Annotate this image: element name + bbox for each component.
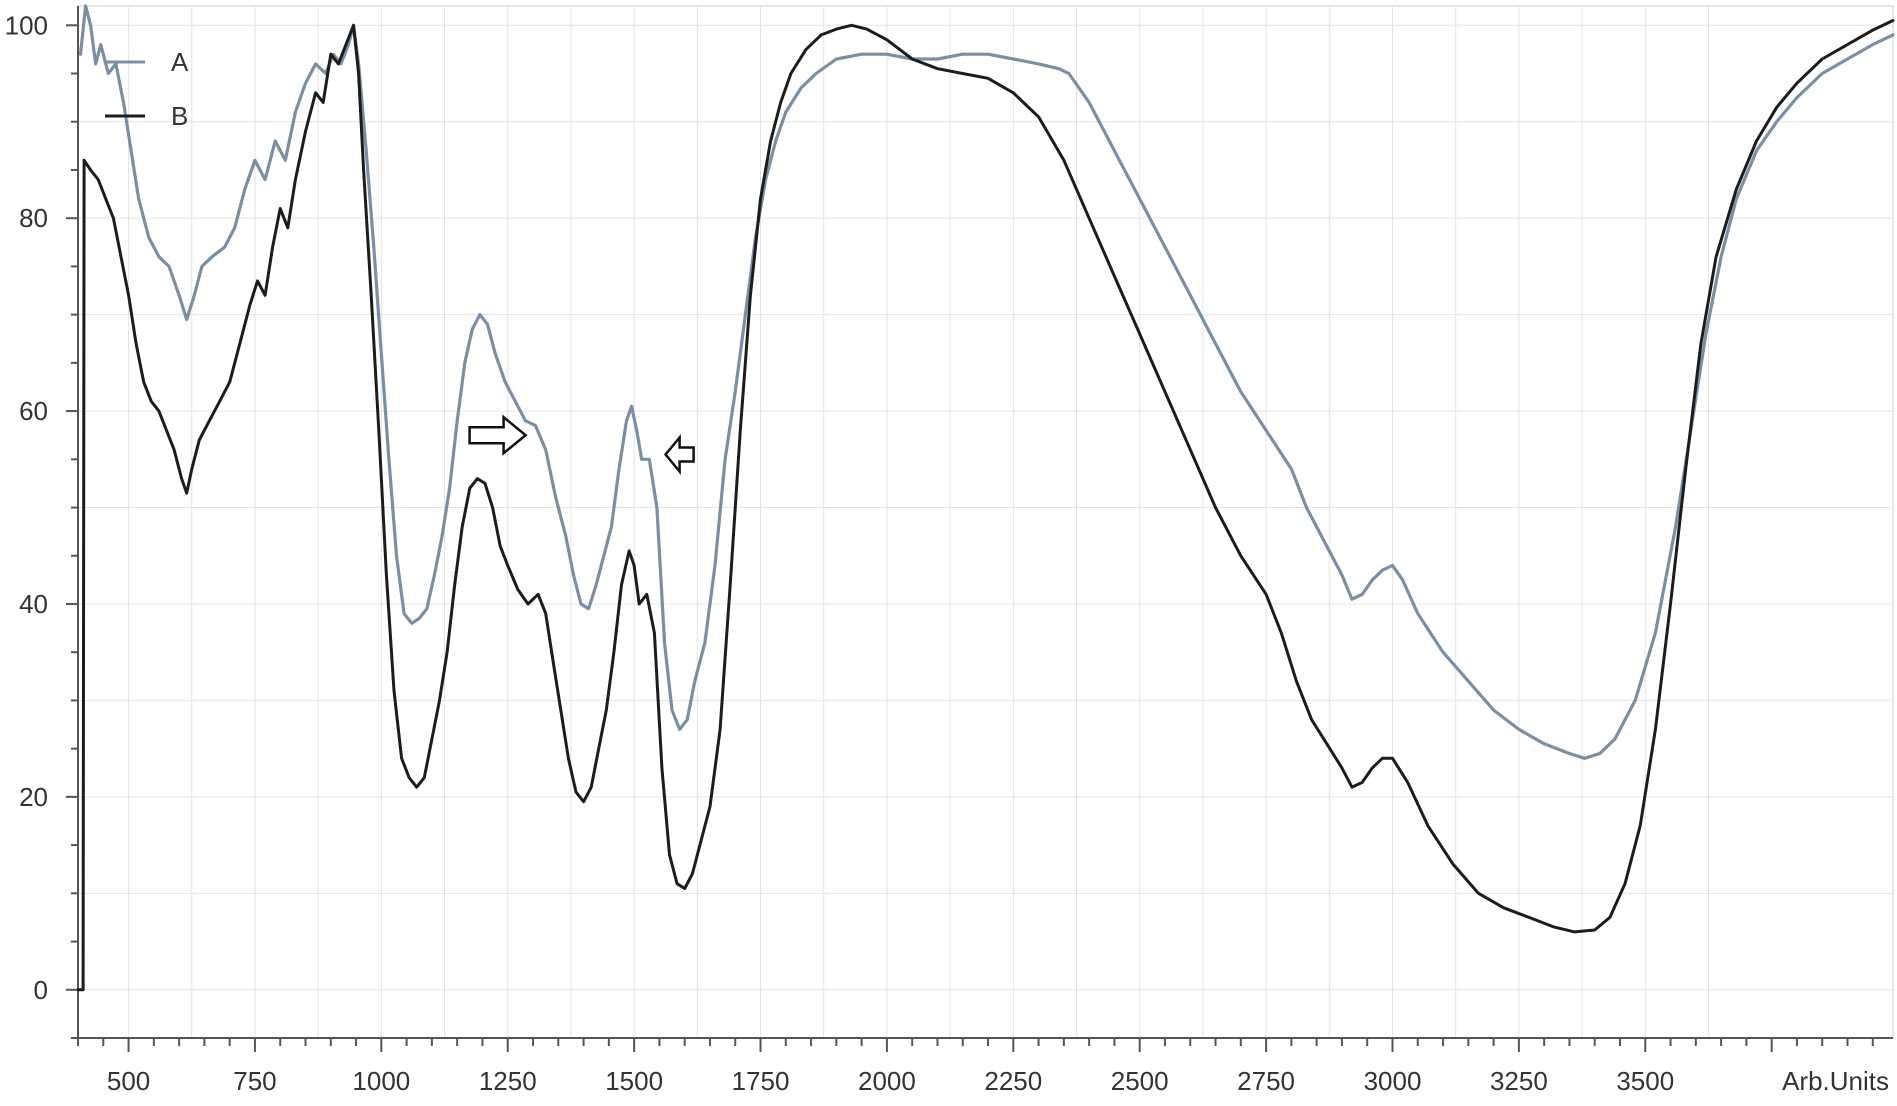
legend-label-a: A	[171, 47, 189, 77]
y-tick-label: 60	[19, 396, 48, 426]
y-tick-label: 20	[19, 782, 48, 812]
x-tick-label: 2250	[984, 1066, 1042, 1096]
series-line-a	[78, 4, 1895, 760]
x-tick-label: 500	[107, 1066, 150, 1096]
legend: AB	[105, 47, 189, 131]
grid	[77, 5, 1894, 1039]
y-tick-label: 40	[19, 589, 48, 619]
x-tick-label: 1000	[352, 1066, 410, 1096]
y-tick-label: 100	[5, 10, 48, 40]
axes: 0 20 40 60 80 100 500 750 1000 1250 1500 1750 2000 22…	[5, 6, 1893, 1096]
x-tick-label: 1500	[605, 1066, 663, 1096]
arrow-left-icon	[663, 434, 695, 475]
x-tick-label: 3000	[1364, 1066, 1422, 1096]
x-tick-label: 1250	[479, 1066, 537, 1096]
plot-frame	[77, 5, 1894, 1039]
series-group	[76, 4, 1895, 992]
x-tick-label: 3250	[1490, 1066, 1548, 1096]
x-tick-label: 750	[233, 1066, 276, 1096]
x-unit-label: Arb.Units	[1782, 1066, 1889, 1096]
arrow-right-icon	[468, 414, 528, 456]
x-tick-label: 2750	[1237, 1066, 1295, 1096]
x-tick-label: 2000	[858, 1066, 916, 1096]
x-tick-label: 1750	[732, 1066, 790, 1096]
legend-label-b: B	[171, 101, 188, 131]
y-tick-label: 0	[34, 975, 48, 1005]
annotations	[468, 414, 695, 475]
x-tick-label: 2500	[1111, 1066, 1169, 1096]
x-tick-label: 3500	[1616, 1066, 1674, 1096]
series-line-b	[76, 19, 1895, 992]
y-tick-label: 80	[19, 203, 48, 233]
